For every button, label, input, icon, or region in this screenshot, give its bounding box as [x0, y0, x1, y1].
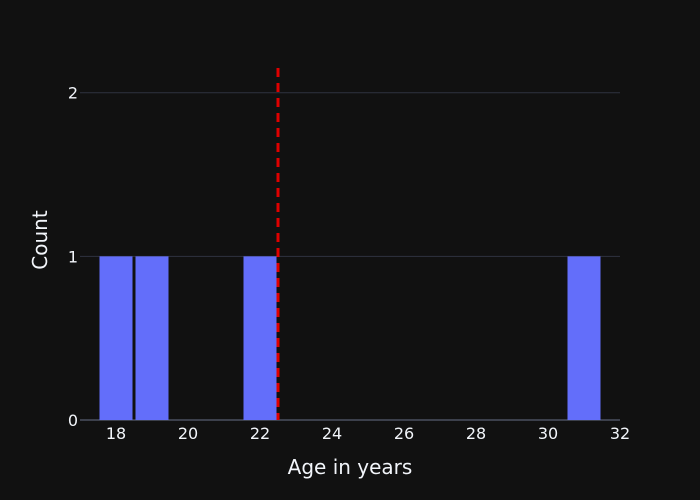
histogram-bar	[99, 256, 133, 420]
x-tick-label: 22	[250, 424, 270, 443]
x-tick-label: 26	[394, 424, 414, 443]
y-gridlines	[80, 92, 620, 421]
histogram-bar	[135, 256, 169, 420]
x-tick-label: 28	[466, 424, 486, 443]
x-tick-label: 24	[322, 424, 342, 443]
y-tick-labels: 0 1 2	[68, 84, 78, 430]
bars	[99, 256, 601, 420]
y-axis-title: Count	[28, 210, 52, 270]
y-tick-label: 0	[68, 411, 78, 430]
histogram-bar	[243, 256, 277, 420]
x-tick-label: 32	[610, 424, 630, 443]
x-tick-labels: 18 20 22 24 26 28 30 32	[106, 424, 630, 443]
y-tick-label: 1	[68, 247, 78, 266]
x-tick-label: 30	[538, 424, 558, 443]
histogram-bar	[567, 256, 601, 420]
x-tick-label: 20	[178, 424, 198, 443]
y-tick-label: 2	[68, 84, 78, 103]
x-axis-title: Age in years	[288, 455, 413, 479]
x-tick-label: 18	[106, 424, 126, 443]
